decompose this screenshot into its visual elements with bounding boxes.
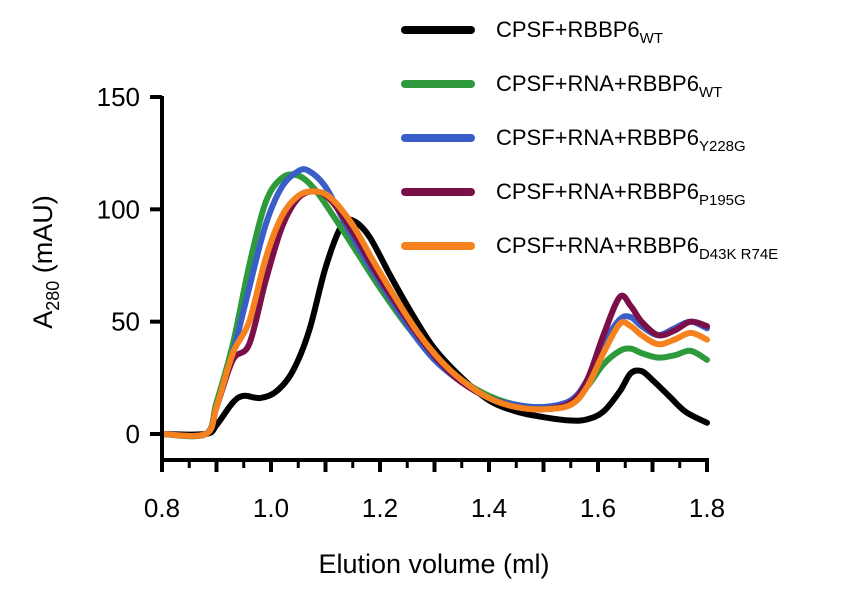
x-tick-label: 1.2	[362, 493, 398, 523]
y-axis-title: A280 (mAU)	[28, 195, 63, 329]
x-tick-label: 1.4	[471, 493, 507, 523]
x-tick-label: 1.0	[253, 493, 289, 523]
y-tick-label: 50	[111, 307, 140, 337]
series-line-1	[159, 216, 710, 438]
legend-label-1: CPSF+RBBP6WT	[496, 17, 663, 47]
y-tick-label: 0	[126, 419, 140, 449]
series-line-5	[159, 188, 710, 439]
y-tick-label: 100	[97, 194, 140, 224]
x-tick-label: 0.8	[144, 493, 180, 523]
legend-label-4: CPSF+RNA+RBBP6P195G	[496, 179, 746, 209]
y-tick-label: 150	[97, 82, 140, 112]
legend: CPSF+RBBP6WT CPSF+RNA+RBBP6WT CPSF+RNA+RBB…	[401, 17, 778, 263]
x-axis-title: Elution volume (ml)	[318, 549, 549, 579]
axes: 0 50 100 150 0.8 1.0 1.2 1.4 1.6 1.8 Elution volum…	[28, 82, 725, 579]
series-layer	[159, 166, 710, 440]
legend-label-5: CPSF+RNA+RBBP6D43K R74E	[496, 233, 778, 263]
x-tick-label: 1.8	[689, 493, 725, 523]
x-tick-label: 1.6	[580, 493, 616, 523]
legend-label-2: CPSF+RNA+RBBP6WT	[496, 71, 722, 101]
legend-label-3: CPSF+RNA+RBBP6Y228G	[496, 125, 746, 155]
